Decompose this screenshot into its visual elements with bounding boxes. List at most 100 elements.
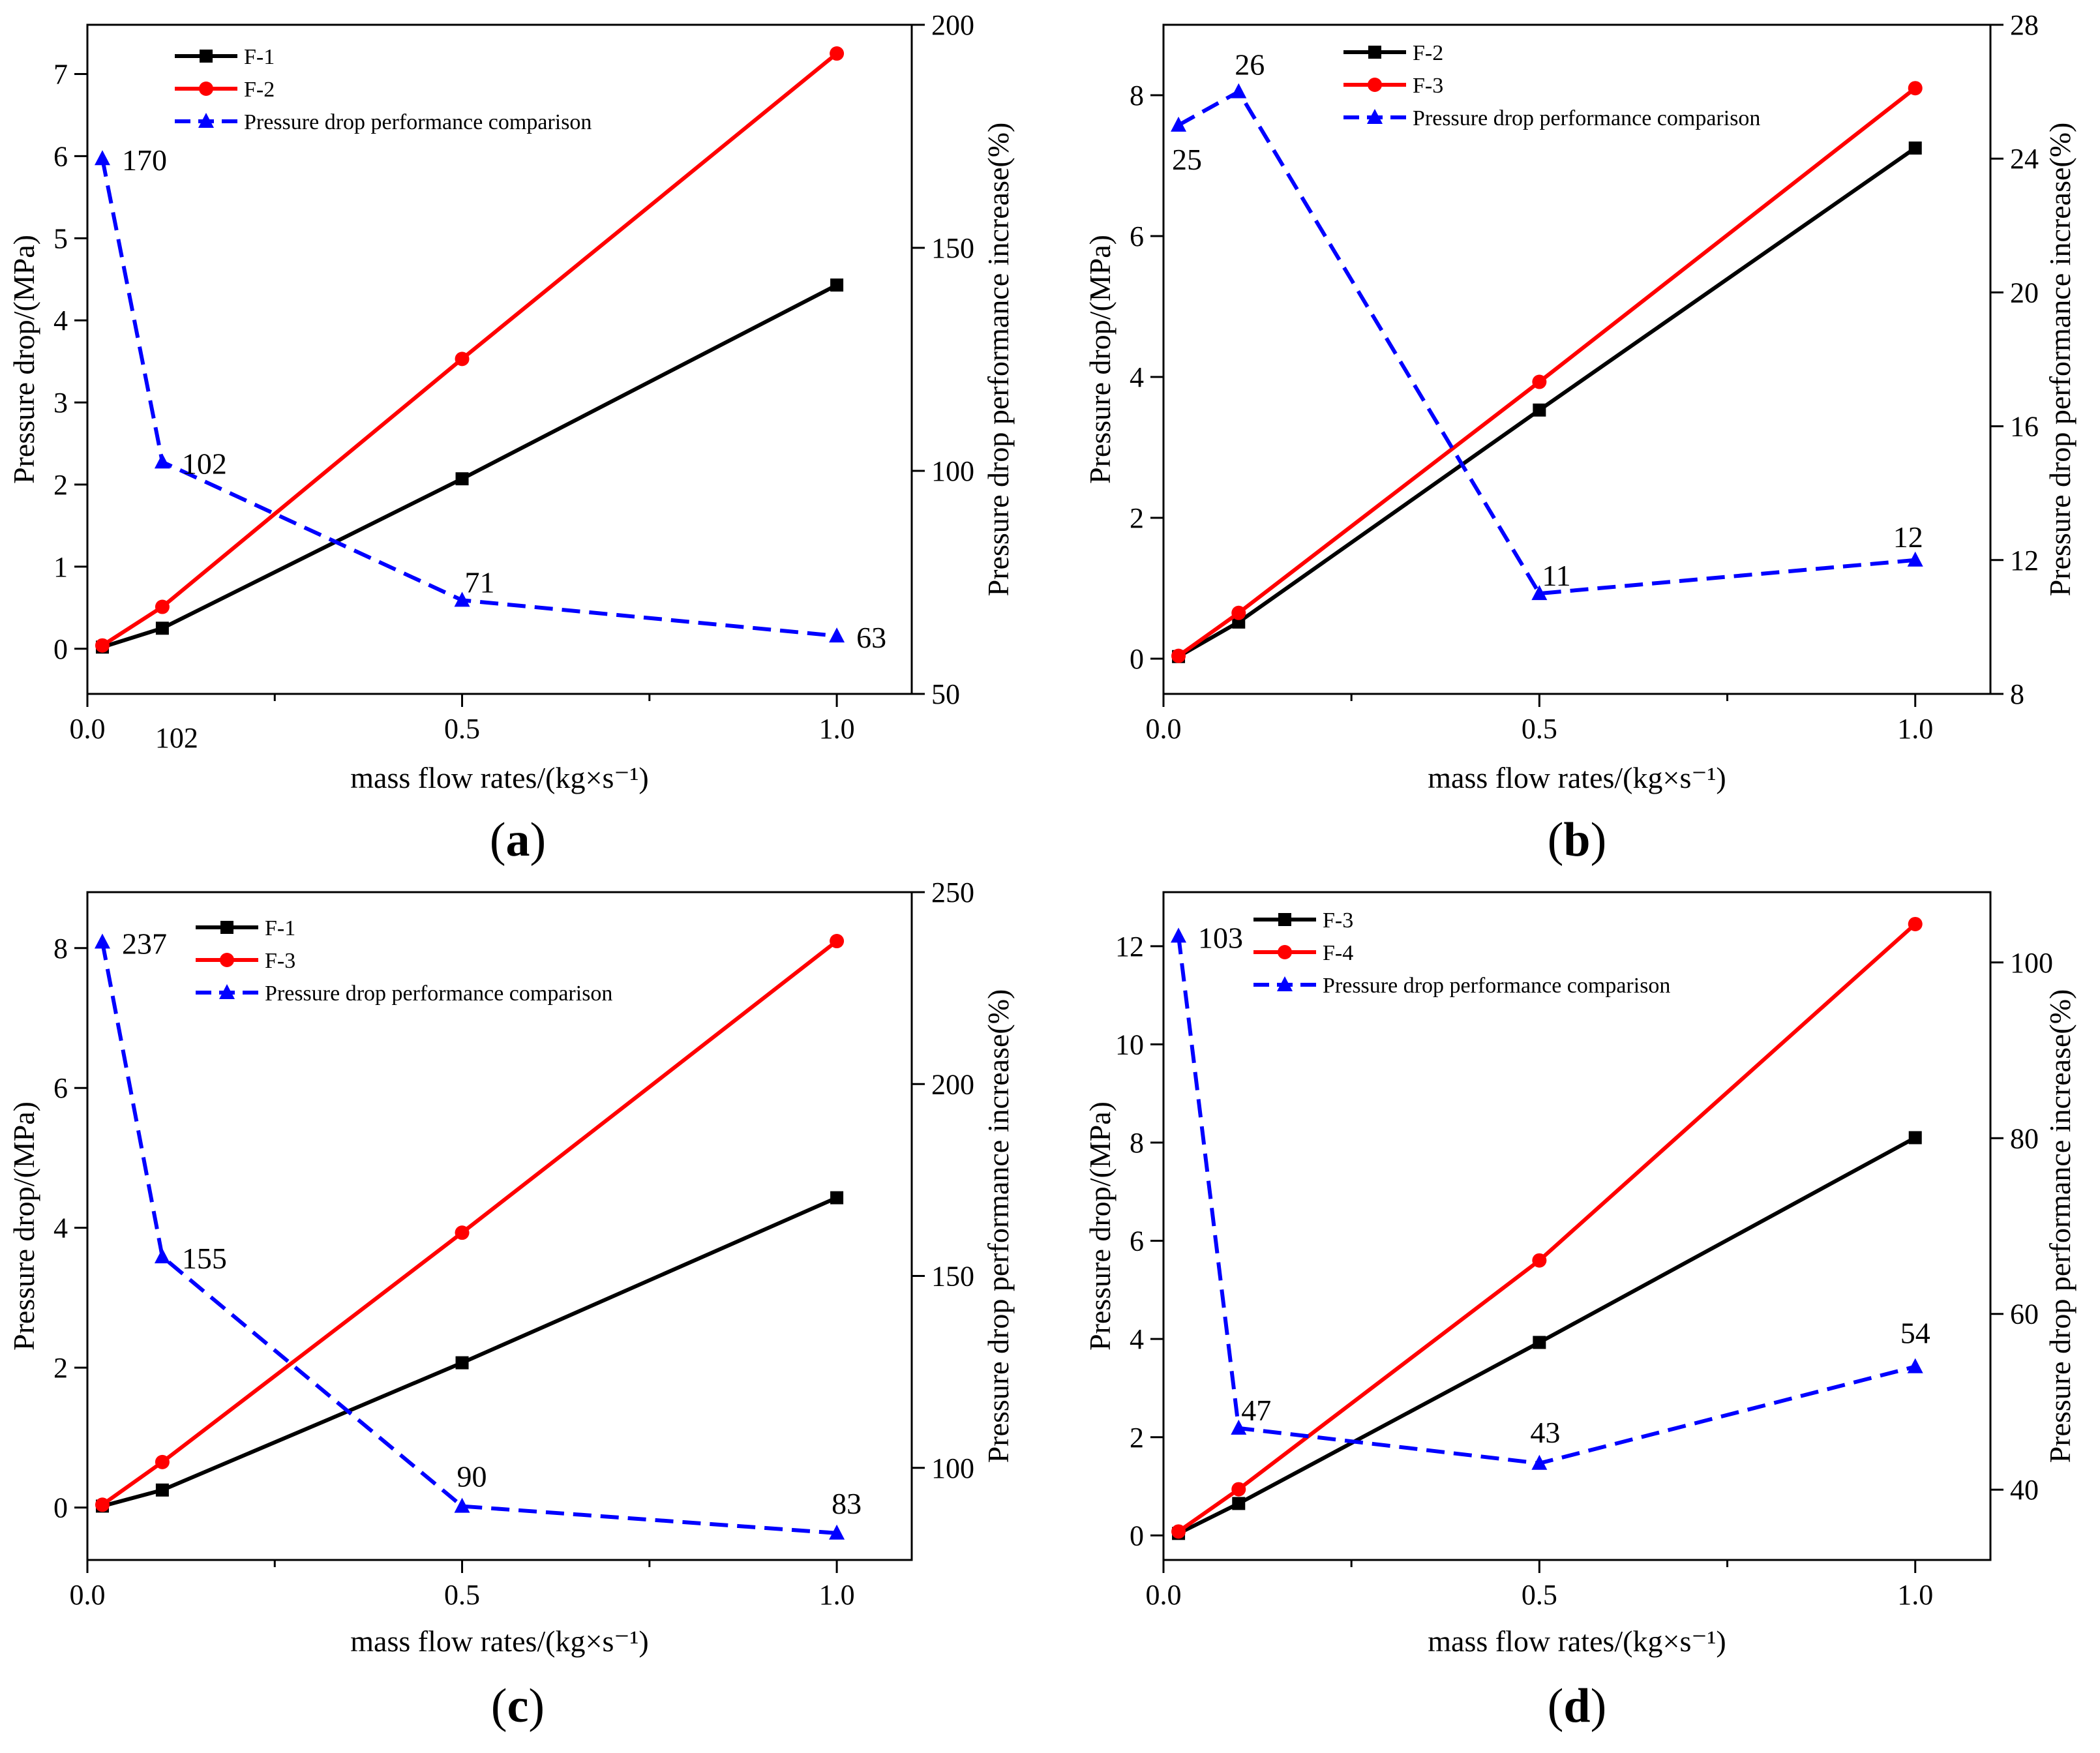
- y-right-tick-label: 16: [2010, 411, 2039, 443]
- y-tick-label: 5: [53, 222, 68, 254]
- legend-marker: [1368, 78, 1382, 92]
- series-line: [1177, 922, 1917, 1533]
- data-point: [1908, 916, 1923, 931]
- series-f-2: [95, 46, 845, 653]
- series-line: [101, 939, 838, 1506]
- data-point: [155, 1454, 170, 1469]
- y-tick-label: 6: [53, 1072, 68, 1104]
- series-line: [1177, 936, 1916, 1465]
- y-tick-label: 10: [1115, 1028, 1144, 1060]
- legend-label: F-3: [1323, 908, 1353, 933]
- legend-marker: [199, 82, 213, 96]
- y-right-tick-label: 12: [2010, 545, 2039, 577]
- x-tick-label: 0.0: [1146, 1579, 1182, 1611]
- legend-marker: [200, 50, 213, 63]
- legend-label: F-3: [265, 949, 295, 973]
- y-tick-label: 0: [1130, 1520, 1144, 1551]
- legend-entry: Pressure drop performance comparison: [1253, 974, 1670, 998]
- x-tick-label: 1.0: [819, 1579, 855, 1611]
- data-point: [829, 627, 845, 643]
- data-point: [1907, 1358, 1923, 1373]
- data-point: [95, 1497, 110, 1512]
- data-point: [155, 599, 170, 614]
- legend-label: F-4: [1323, 941, 1353, 965]
- panel-label: (b): [1548, 813, 1606, 867]
- data-point: [454, 1497, 470, 1513]
- y-tick-label: 8: [1130, 1127, 1144, 1159]
- x-tick-label: 1.0: [1897, 1579, 1933, 1611]
- y-tick-label: 3: [53, 387, 68, 419]
- y-tick-label: 1: [53, 551, 68, 583]
- data-point: [1908, 142, 1922, 155]
- data-point: [829, 1524, 845, 1540]
- x-tick-label: 0.5: [1522, 1579, 1557, 1611]
- y-right-tick-label: 28: [2010, 9, 2039, 41]
- y-axis-title: Pressure drop/(MPa): [1083, 235, 1117, 484]
- data-point: [155, 1483, 169, 1497]
- data-point: [1531, 585, 1548, 601]
- legend-label: F-1: [265, 916, 295, 940]
- data-point: [1532, 1253, 1547, 1268]
- y-right-axis-title: Pressure drop performance increase(%): [2043, 123, 2077, 597]
- y-right-tick-label: 24: [2010, 143, 2039, 175]
- data-label: 237: [122, 927, 167, 961]
- legend-entry: F-2: [1343, 41, 1443, 65]
- series-f-3: [1172, 1131, 1922, 1540]
- data-point: [455, 1225, 470, 1240]
- plot-frame: [1162, 23, 1992, 695]
- y-right-tick-label: 200: [931, 9, 974, 41]
- data-label: 103: [1198, 921, 1243, 954]
- series-f-4: [1171, 916, 1923, 1539]
- data-point: [830, 278, 844, 292]
- data-label: 47: [1241, 1394, 1271, 1427]
- x-tick-label: 1.0: [1897, 713, 1933, 745]
- series-line: [100, 941, 837, 1535]
- x-axis-title: mass flow rates/(kg×s⁻¹): [350, 1625, 648, 1658]
- y-right-tick-label: 80: [2010, 1122, 2039, 1154]
- data-point: [455, 1356, 469, 1370]
- data-label: 11: [1542, 559, 1570, 592]
- data-point: [455, 352, 470, 367]
- legend-entry: Pressure drop performance comparison: [1343, 106, 1760, 130]
- y-axis-title: Pressure drop/(MPa): [7, 1101, 40, 1351]
- y-right-tick-label: 100: [2010, 947, 2053, 979]
- y-tick-label: 2: [53, 1352, 68, 1384]
- series-pressure-drop-performance-comparison: 103 47 43 54: [1171, 921, 1930, 1470]
- y-tick-label: 4: [1130, 1323, 1144, 1355]
- stray-x-label: 102: [155, 722, 198, 754]
- y-right-tick-label: 40: [2010, 1474, 2039, 1506]
- data-point: [1231, 83, 1247, 98]
- y-right-axis-title: Pressure drop performance increase(%): [2043, 989, 2077, 1463]
- x-tick-label: 0.0: [1146, 713, 1182, 745]
- y-right-tick-label: 250: [931, 876, 974, 908]
- data-point: [830, 46, 845, 61]
- y-tick-label: 2: [1130, 502, 1144, 534]
- y-tick-label: 6: [1130, 1225, 1144, 1257]
- legend-entry: F-3: [1343, 74, 1443, 98]
- y-right-tick-label: 20: [2010, 277, 2039, 308]
- data-point: [1171, 648, 1186, 663]
- data-point: [94, 150, 110, 166]
- y-tick-label: 2: [1130, 1422, 1144, 1454]
- legend-marker: [219, 984, 235, 999]
- legend-marker: [198, 113, 214, 128]
- data-point: [830, 1191, 844, 1205]
- series-pressure-drop-performance-comparison: 170 102 71 63: [94, 143, 886, 654]
- data-point: [1907, 551, 1923, 567]
- y-tick-label: 12: [1115, 931, 1144, 963]
- y-right-tick-label: 100: [931, 455, 974, 487]
- legend-label: Pressure drop performance comparison: [244, 110, 592, 134]
- data-point: [1171, 1524, 1186, 1539]
- y-tick-label: 0: [53, 633, 68, 665]
- legend-label: F-2: [244, 78, 275, 102]
- y-tick-label: 8: [1130, 80, 1144, 112]
- series-line: [102, 283, 838, 650]
- plot-frame: [86, 23, 913, 695]
- data-point: [154, 453, 170, 469]
- legend-label: Pressure drop performance comparison: [1413, 106, 1760, 130]
- data-label: 25: [1172, 143, 1202, 176]
- data-point: [1171, 927, 1187, 943]
- y-right-tick-label: 150: [931, 232, 974, 264]
- y-tick-label: 4: [53, 305, 68, 337]
- y-right-tick-label: 8: [2010, 678, 2024, 710]
